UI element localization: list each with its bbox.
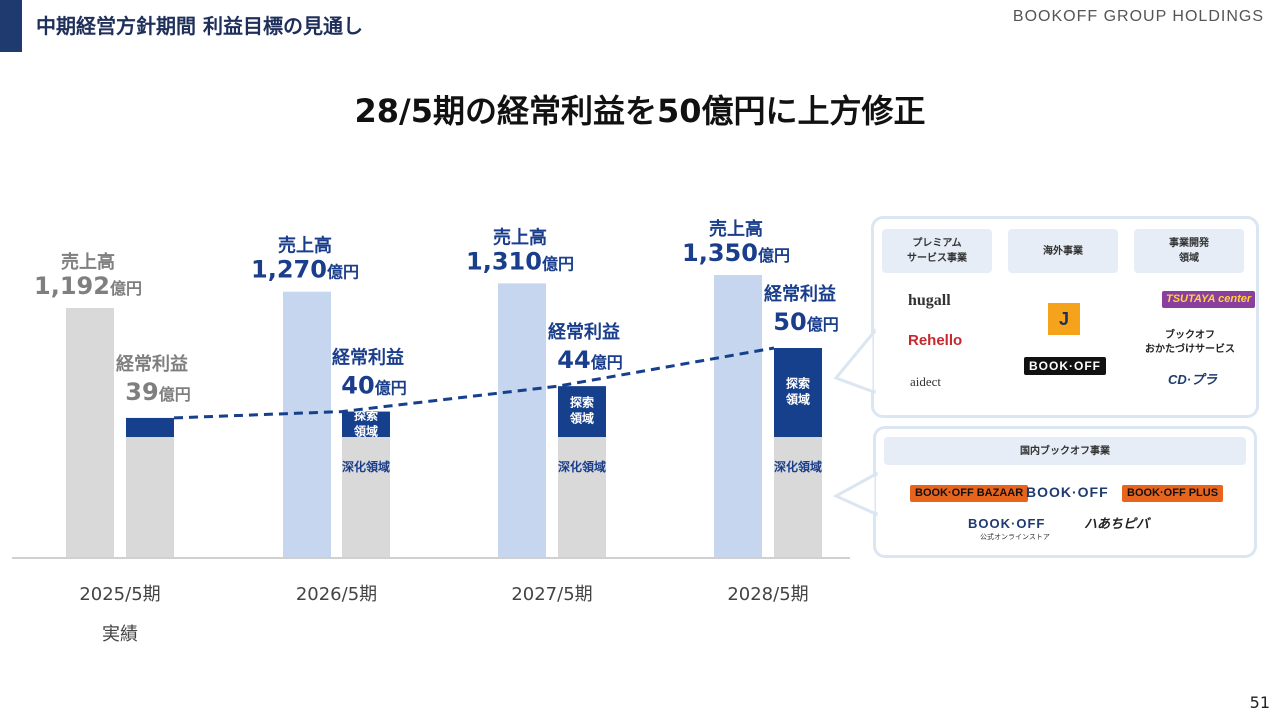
achipiba-logo: ハあちピバ (1084, 516, 1150, 531)
sales-value-label-3: 1,310億円 (466, 247, 574, 275)
center-logo: TSUTAYA center (1162, 291, 1256, 308)
sales-value-label-2: 1,270億円 (251, 256, 359, 284)
new-business-panel: プレミアム サービス事業 海外事業 事業開発 領域 hugall Rehello… (871, 216, 1259, 418)
category-label-4: 2028/5期 (727, 584, 808, 605)
category-sublabel-1: 実績 (102, 624, 138, 645)
header-accent-bar (0, 0, 22, 52)
profit-value-label-2: 40億円 (341, 372, 406, 400)
category-label-1: 2025/5期 (79, 584, 160, 605)
page-number: 51 (1249, 693, 1270, 712)
company-name: BOOKOFF GROUP HOLDINGS (1012, 8, 1264, 25)
sales-value-label-1: 1,192億円 (34, 272, 142, 300)
profit-exploration-bar-3 (558, 386, 606, 437)
category-label-2: 2026/5期 (296, 584, 377, 605)
bookoff-plus-logo: BOOK·OFF PLUS (1122, 485, 1224, 502)
exploration-label-2-1: 探索 (354, 407, 378, 422)
profit-name-label-1: 経常利益 (116, 353, 188, 375)
sales-bar-2 (283, 291, 331, 557)
deepening-label-2: 深化領域 (342, 459, 390, 474)
category-premium: プレミアム サービス事業 (882, 229, 992, 273)
category-business-development: 事業開発 領域 (1134, 229, 1244, 273)
category-label-3: 2027/5期 (511, 584, 592, 605)
profit-exploration-bar-1 (126, 417, 174, 437)
profit-name-label-2: 経常利益 (332, 347, 404, 369)
exploration-label-3-1: 探索 (570, 395, 594, 410)
profit-target-chart: 売上高1,192億円経常利益39億円2025/5期実績深化領域探索領域売上高1,… (12, 218, 850, 645)
profit-exploration-bar-2 (342, 411, 390, 437)
bookoff-online-logo: BOOK·OFF (968, 516, 1046, 531)
sales-value-label-4: 1,350億円 (682, 239, 790, 267)
rehello-logo: Rehello (908, 332, 963, 349)
headline: 28/5期の経常利益を50億円に上方修正 (354, 92, 926, 130)
profit-deepening-bar-1 (126, 437, 174, 557)
callout-pointer-lower (832, 471, 878, 517)
profit-value-label-4: 50億円 (773, 308, 838, 336)
exploration-label-4-1: 探索 (786, 376, 810, 391)
online-store-caption: 公式オンラインストア (980, 534, 1050, 541)
profit-value-label-1: 39億円 (125, 378, 190, 406)
okatazuke-service-logo: ブックオフ おかたづけサービス (1145, 330, 1235, 355)
domestic-business-panel: 国内ブックオフ事業 BOOK·OFF BAZAAR BOOK·OFF BOOK·… (873, 426, 1257, 558)
deepening-label-3: 深化領域 (558, 459, 606, 474)
category-domestic-bookoff: 国内ブックオフ事業 (884, 437, 1246, 465)
profit-deepening-bar-3 (558, 437, 606, 557)
callout-pointer-upper (833, 327, 876, 395)
profit-exploration-bar-4 (774, 348, 822, 437)
sales-name-label-3: 売上高 (493, 226, 547, 248)
sales-name-label-2: 売上高 (278, 235, 332, 257)
deepening-label-4: 深化領域 (774, 459, 822, 474)
exploration-label-3-2: 領域 (569, 411, 594, 426)
overseas-j-logo: J (1048, 303, 1080, 335)
sales-name-label-4: 売上高 (709, 218, 763, 240)
bookoff-overseas-logo: BOOK·OFF (1024, 357, 1106, 375)
profit-name-label-4: 経常利益 (764, 283, 836, 305)
sales-bar-4 (714, 275, 762, 557)
profit-deepening-bar-2 (342, 437, 390, 557)
bookoff-logo: BOOK·OFF (1026, 484, 1109, 500)
profit-deepening-bar-4 (774, 437, 822, 557)
profit-value-label-3: 44億円 (557, 346, 622, 374)
category-overseas: 海外事業 (1008, 229, 1118, 273)
sales-bar-3 (498, 283, 546, 557)
profit-name-label-3: 経常利益 (548, 321, 620, 343)
sales-bar-1 (66, 308, 114, 557)
exploration-label-4-2: 領域 (785, 392, 810, 407)
exploration-label-2-2: 領域 (353, 423, 378, 438)
bookoff-bazaar-logo: BOOK·OFF BAZAAR (910, 485, 1029, 502)
hugall-logo: hugall (908, 292, 951, 309)
sales-name-label-1: 売上高 (61, 251, 115, 273)
aidect-logo: aidect (910, 374, 942, 389)
cd-pla-logo: CD·プラ (1168, 372, 1218, 387)
profit-trend-line (173, 346, 775, 420)
slide-title: 中期経営方針期間 利益目標の見通し (36, 14, 363, 38)
